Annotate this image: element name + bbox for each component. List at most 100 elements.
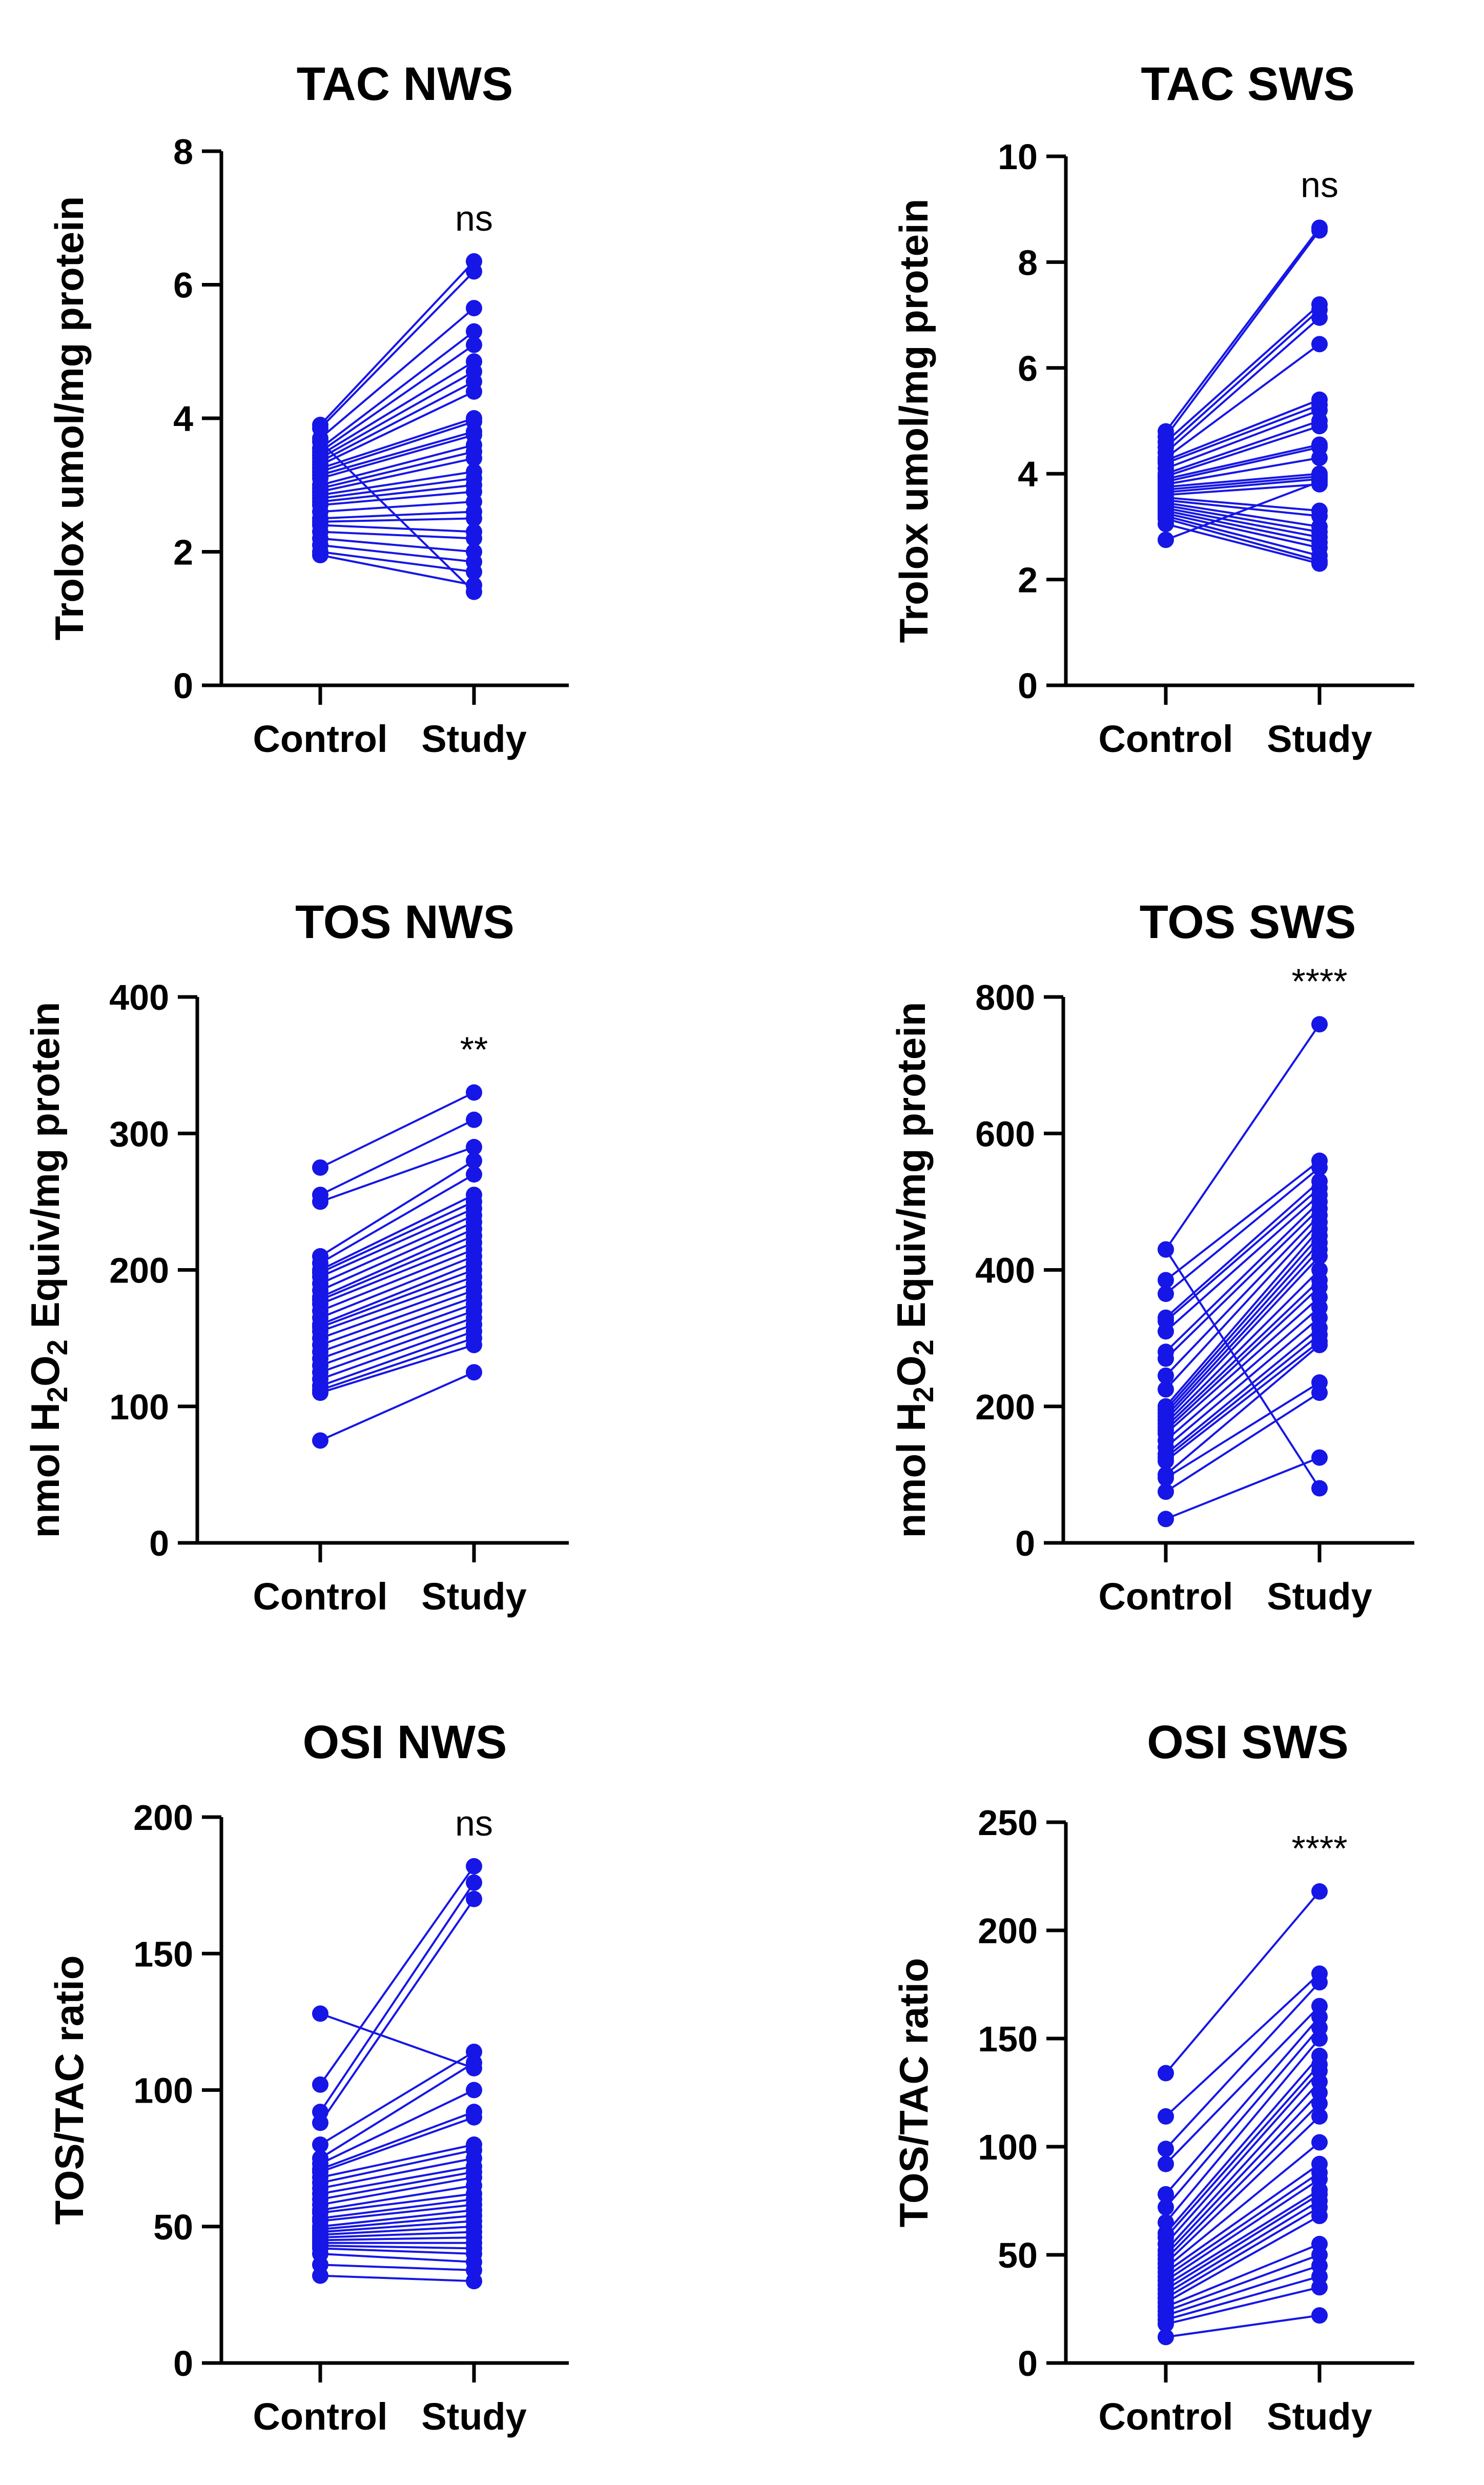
- chart-4-pair-line: [1165, 1159, 1321, 1281]
- chart-3-pair-line: [320, 1269, 475, 1329]
- chart-4-title: TOS SWS: [1140, 896, 1356, 948]
- chart-6-pair-line: [1165, 2286, 1320, 2325]
- chart-4-pair-line: [1165, 1221, 1321, 1390]
- chart-5-pair-line: [320, 2171, 475, 2201]
- chart-4-study-point: [1311, 1384, 1328, 1401]
- chart-4-pair-line: [1165, 1340, 1321, 1462]
- chart-5-study-point: [466, 2273, 482, 2290]
- chart-6-pair-line: [1165, 2243, 1320, 2308]
- chart-4-control-point: [1158, 1286, 1174, 1302]
- chart-4-control-point: [1158, 1323, 1174, 1340]
- chart-6-study-point: [1311, 2108, 1328, 2125]
- chart-4-y-axis-title-part: 2: [907, 1387, 939, 1402]
- chart-2-control-point: [1158, 516, 1174, 533]
- chart-4-points: [1158, 1016, 1328, 1527]
- chart-6-study-point: [1311, 2095, 1328, 2112]
- chart-4-pair-line: [1165, 1327, 1321, 1455]
- chart-1-pair-line: [319, 344, 475, 453]
- chart-2-x-tick-label: Study: [1267, 718, 1372, 760]
- chart-6-y-tick-label: 200: [978, 1911, 1038, 1951]
- chart-6-pair-line: [1165, 2005, 1321, 2165]
- chart-1-pair-line: [319, 260, 475, 426]
- chart-6-study-point: [1311, 2208, 1328, 2225]
- chart-3-control-point: [312, 1193, 328, 1210]
- chart-6-points: [1158, 1883, 1328, 2346]
- chart-2-pair-line: [1165, 409, 1320, 470]
- chart-2-pair-line: [1165, 303, 1321, 443]
- chart-6-pair-line: [1165, 2016, 1321, 2195]
- chart-4-pair-line: [1165, 1235, 1321, 1411]
- chart-6-y-tick-label: 100: [978, 2127, 1038, 2167]
- chart-2-pair-line: [1165, 446, 1320, 483]
- chart-1-x-tick-label: Control: [253, 718, 387, 760]
- chart-2-study-point: [1311, 418, 1328, 435]
- chart-3-pair-line: [320, 1214, 475, 1285]
- chart-5-y-tick-label: 0: [173, 2344, 193, 2384]
- chart-3-title: TOS NWS: [295, 896, 514, 948]
- chart-1-y-tick-label: 0: [173, 666, 193, 706]
- chart-2-pair-line: [1165, 317, 1321, 454]
- chart-6-control-point: [1158, 2329, 1174, 2346]
- chart-3-pairs: [319, 1091, 475, 1442]
- chart-3-pair-line: [320, 1241, 475, 1305]
- chart-3-control-point: [312, 1432, 328, 1449]
- chart-6-control-point: [1158, 2108, 1174, 2125]
- chart-6-pair-line: [1165, 2171, 1321, 2277]
- chart-2-pair-line: [1165, 515, 1320, 557]
- chart-3-pair-line: [320, 1303, 475, 1360]
- chart-5-pair-line: [319, 2051, 475, 2146]
- chart-6-pair-line: [1165, 2142, 1321, 2269]
- chart-2-study-point: [1311, 222, 1328, 239]
- chart-4-pair-line: [1165, 1286, 1321, 1431]
- chart-6-x-tick-label: Study: [1267, 2395, 1372, 2438]
- chart-5-title: OSI NWS: [303, 1716, 507, 1768]
- chart-5-pair-line: [320, 2231, 475, 2239]
- chart-2-pair-line: [1165, 504, 1320, 533]
- chart-6-pair-line: [1165, 2193, 1321, 2291]
- chart-1-study-point: [466, 263, 482, 280]
- chart-1-control-point: [312, 433, 328, 450]
- chart-6-title: OSI SWS: [1147, 1716, 1349, 1768]
- chart-4-pair-line: [1165, 1249, 1321, 1418]
- chart-4-pair-line: [1165, 1296, 1321, 1435]
- chart-5-control-point: [312, 2114, 328, 2131]
- chart-1-study-point: [466, 336, 482, 353]
- chart-2-study-point: [1311, 336, 1328, 353]
- chart-1-pair-line: [320, 511, 475, 520]
- chart-6-study-point: [1311, 2279, 1328, 2296]
- chart-2-control-point: [1158, 532, 1174, 548]
- chart-1-study-point: [466, 300, 482, 317]
- chart-5-control-point: [312, 2267, 328, 2284]
- chart-2-pair-line: [1165, 480, 1320, 541]
- chart-3-pair-line: [320, 1330, 475, 1387]
- chart-4-y-axis-title-part: nmol H: [889, 1402, 934, 1538]
- chart-1-pair-line: [320, 554, 475, 586]
- chart-1-control-point: [312, 547, 328, 564]
- chart-4-pair-line: [1165, 1279, 1321, 1428]
- chart-6-study-point: [1311, 2030, 1328, 2047]
- chart-4-control-point: [1158, 1483, 1174, 1500]
- chart-4-control-point: [1158, 1350, 1174, 1367]
- chart-1-pair-line: [320, 434, 475, 480]
- chart-6-pair-line: [1165, 1890, 1321, 2074]
- chart-1-y-tick-label: 2: [173, 533, 193, 573]
- chart-3-pair-line: [320, 1310, 475, 1367]
- chart-6-pair-line: [1165, 2064, 1321, 2238]
- chart-6-control-point: [1158, 2316, 1174, 2333]
- chart-6-pair-line: [1165, 2275, 1320, 2321]
- chart-1-title: TAC NWS: [297, 58, 513, 110]
- chart-4-pair-line: [1165, 1334, 1321, 1459]
- chart-1-pair-line: [320, 444, 475, 486]
- chart-3-y-axis-title-part: O: [23, 1355, 68, 1387]
- chart-6-pair-line: [1165, 2081, 1321, 2251]
- chart-6-y-tick-label: 50: [998, 2235, 1038, 2275]
- chart-6-study-point: [1311, 1974, 1328, 1991]
- chart-2-pair-line: [1165, 457, 1320, 485]
- chart-4-pair-line: [1165, 1187, 1321, 1322]
- chart-5-points: [312, 1858, 482, 2290]
- chart-2-pair-line: [1165, 227, 1321, 432]
- chart-1-pair-line: [320, 417, 475, 470]
- chart-4-y-tick-label: 600: [975, 1114, 1035, 1154]
- chart-5-pair-line: [320, 2214, 475, 2231]
- chart-1-points: [312, 253, 482, 600]
